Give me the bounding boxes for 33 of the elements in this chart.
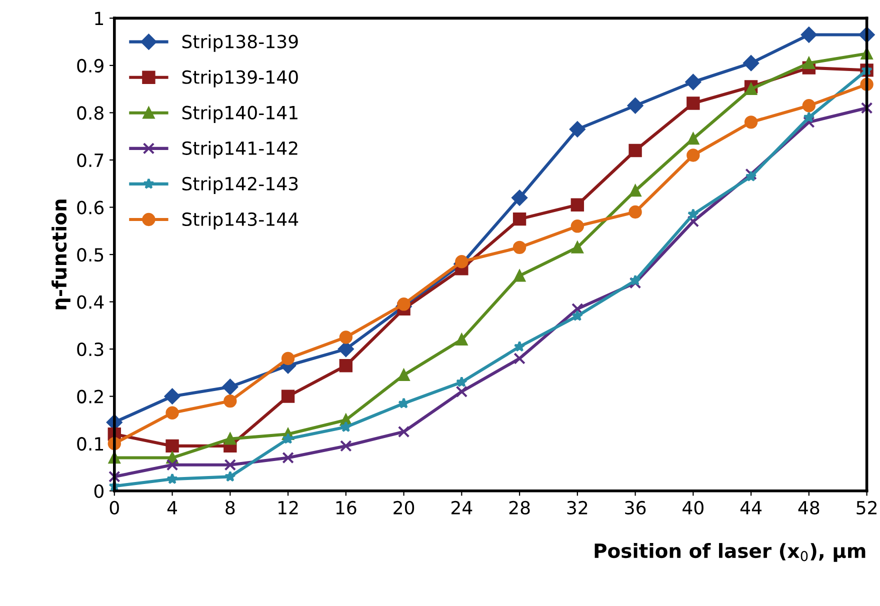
legend-label: Strip140-141 (182, 105, 298, 123)
y-tick-label: 0.8 (77, 106, 104, 120)
x-tick-label: 52 (856, 500, 876, 515)
legend-label: Strip141-142 (182, 141, 298, 158)
y-tick-label: 0.6 (77, 200, 104, 214)
x-axis-title: Position of laser (x$_{0}$), μm (594, 543, 866, 562)
x-tick-label: 24 (451, 500, 472, 514)
x-tick-label: 44 (740, 501, 762, 514)
y-tick-label: 1 (95, 12, 104, 26)
y-tick-label: 0.5 (77, 248, 104, 262)
x-tick-label: 16 (336, 500, 356, 515)
x-tick-label: 12 (278, 500, 298, 514)
y-tick-label: 0 (94, 484, 104, 498)
x-tick-label: 48 (798, 500, 820, 515)
x-tick-label: 0 (110, 500, 119, 515)
legend-label: Strip142-143 (182, 176, 298, 194)
x-tick-label: 20 (394, 500, 414, 515)
y-tick-label: 0.7 (77, 153, 104, 168)
y-tick-label: 0.9 (77, 58, 104, 73)
x-tick-label: 8 (226, 500, 235, 515)
x-tick-label: 40 (682, 500, 704, 515)
x-tick-label: 32 (567, 500, 588, 515)
legend-label: Strip138-139 (182, 34, 298, 52)
x-tick-label: 4 (167, 501, 178, 514)
x-tick-label: 36 (625, 500, 646, 515)
legend-label: Strip143-144 (182, 212, 298, 230)
y-tick-label: 0.4 (77, 295, 104, 309)
y-tick-label: 0.2 (77, 390, 103, 404)
y-tick-label: 0.1 (77, 437, 104, 451)
y-tick-label: 0.3 (77, 342, 104, 356)
x-tick-label: 28 (509, 500, 530, 515)
legend-label: Strip139-140 (182, 70, 298, 88)
y-axis-title: η-function (52, 200, 70, 310)
